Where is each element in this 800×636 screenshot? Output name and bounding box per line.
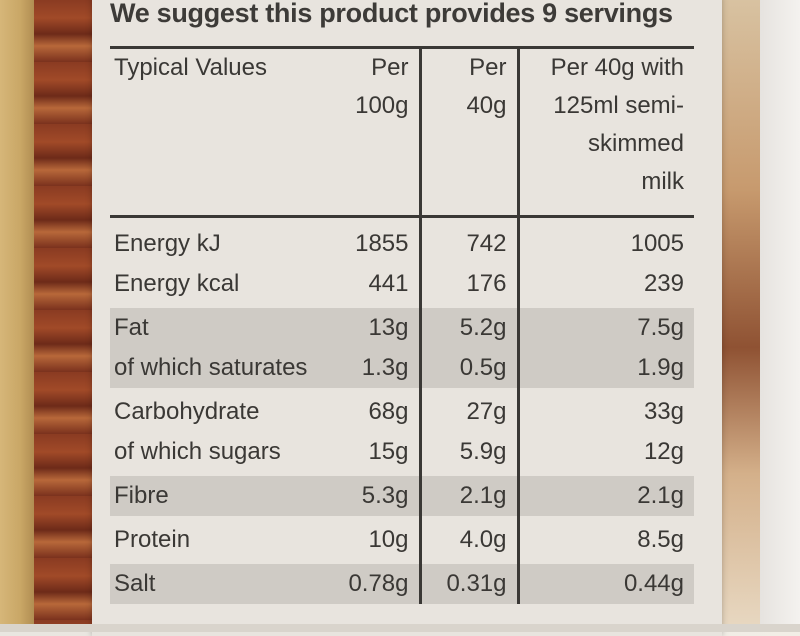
value-with-milk: 8.5g xyxy=(516,520,694,560)
nutrition-label: We suggest this product provides 9 servi… xyxy=(92,0,722,636)
value-per-40g: 5.9g xyxy=(418,432,518,472)
value-per-100g: 68g xyxy=(368,398,409,425)
value-per-40g: 0.5g xyxy=(418,348,518,388)
value-with-milk: 12g xyxy=(516,432,694,472)
value-with-milk: 33g xyxy=(516,392,694,432)
value-per-100g: 13g xyxy=(340,308,420,348)
value-per-100g: 1.3g xyxy=(340,348,420,388)
value-per-40g: 5.2g xyxy=(418,308,518,348)
table-row: Carbohydrate 68g 27g 33g xyxy=(110,392,694,432)
value-per-100g: 0.78g xyxy=(340,564,420,604)
nutrient-label: of which saturates xyxy=(110,348,340,388)
value-per-40g: 4.0g xyxy=(418,520,518,560)
value-per-40g: 176 xyxy=(418,264,518,304)
header-row: Typical Values Per 100g Per 40g Per 40g … xyxy=(110,49,694,217)
header-typical-values: Typical Values xyxy=(114,54,267,81)
table-row: Salt 0.78g 0.31g 0.44g xyxy=(110,564,694,604)
value-per-100g: 10g xyxy=(368,526,409,553)
bottom-edge xyxy=(0,624,800,632)
table-row: of which saturates 1.3g 0.5g 1.9g xyxy=(110,348,694,388)
table-row: Protein 10g 4.0g 8.5g xyxy=(110,520,694,560)
value-with-milk: 1005 xyxy=(516,215,694,264)
table-row: Energy kcal 441 176 239 xyxy=(110,264,694,304)
table-row: Fat 13g 5.2g 7.5g xyxy=(110,308,694,348)
table-row: Fibre 5.3g 2.1g 2.1g xyxy=(110,476,694,516)
header-per-40g-with-milk: Per 40g with 125ml semi- skimmed milk xyxy=(516,49,694,217)
nutrient-label: Energy kJ xyxy=(110,215,340,264)
table-row: of which sugars 15g 5.9g 12g xyxy=(110,432,694,472)
nutrition-table: Typical Values Per 100g Per 40g Per 40g … xyxy=(110,46,694,604)
nutrient-label: Fat xyxy=(110,308,340,348)
value-per-100g: 1855 xyxy=(340,215,420,264)
table-row: Energy kJ 1855 742 1005 xyxy=(110,215,694,264)
nutrient-label: Salt xyxy=(110,564,340,604)
value-with-milk: 1.9g xyxy=(516,348,694,388)
value-per-40g: 27g xyxy=(418,392,518,432)
value-per-100g: 15g xyxy=(368,438,409,465)
packaging-left-edge xyxy=(0,0,92,632)
servings-title: We suggest this product provides 9 servi… xyxy=(110,0,673,28)
value-with-milk: 2.1g xyxy=(516,476,694,516)
nutrient-label: Protein xyxy=(114,526,191,553)
value-per-100g: 5.3g xyxy=(340,476,420,516)
value-per-40g: 0.31g xyxy=(418,564,518,604)
nutrient-label: of which sugars xyxy=(114,438,281,465)
value-per-100g: 441 xyxy=(368,270,409,297)
nutrient-label: Energy kcal xyxy=(114,270,240,297)
value-with-milk: 7.5g xyxy=(516,308,694,348)
value-with-milk: 239 xyxy=(516,264,694,304)
value-per-40g: 2.1g xyxy=(418,476,518,516)
header-per-100g: Per 100g xyxy=(355,54,409,119)
value-with-milk: 0.44g xyxy=(516,564,694,604)
header-per-40g: Per 40g xyxy=(418,49,518,217)
nutrient-label: Fibre xyxy=(110,476,340,516)
value-per-40g: 742 xyxy=(418,215,518,264)
nutrient-label: Carbohydrate xyxy=(114,398,260,425)
